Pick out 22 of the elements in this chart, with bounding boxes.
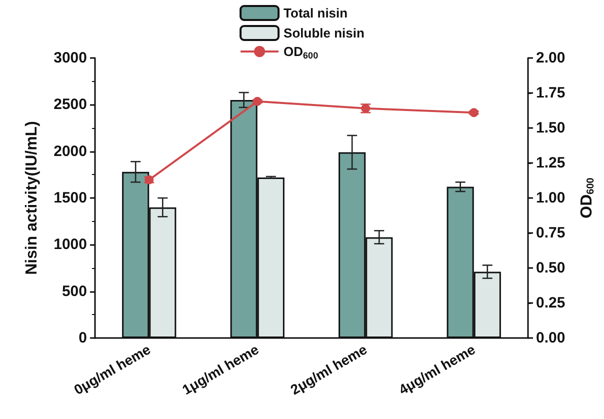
point <box>252 96 262 106</box>
y-tick-label: 1000 <box>54 236 87 254</box>
legend-label: Total nisin <box>284 6 348 20</box>
y-tick-label: 2500 <box>54 96 87 114</box>
y2-tick-label: 0.00 <box>536 330 566 346</box>
y2-tick-label: 0.25 <box>536 294 566 312</box>
y-tick-label: 2000 <box>54 142 87 160</box>
y-tick-label: 0 <box>78 330 87 346</box>
y-axis-title: Nisin activity(IU/mL) <box>24 121 40 275</box>
y2-axis-title: OD600 <box>578 177 596 218</box>
legend-label: Soluble nisin <box>284 26 365 40</box>
point <box>469 108 478 118</box>
y-tick-label: 1500 <box>54 190 87 206</box>
y-tick-label: 500 <box>62 282 87 300</box>
y2-tick-label: 1.25 <box>536 154 566 172</box>
y2-tick-label: 1.75 <box>536 84 566 102</box>
y2-tick-label: 1.50 <box>536 120 566 136</box>
y2-tick-label: 0.50 <box>536 260 566 276</box>
y-tick-label: 3000 <box>54 50 87 66</box>
y2-tick-label: 2.00 <box>536 50 566 66</box>
y2-tick-label: 1.00 <box>536 190 566 206</box>
y2-tick-label: 0.75 <box>536 224 566 242</box>
